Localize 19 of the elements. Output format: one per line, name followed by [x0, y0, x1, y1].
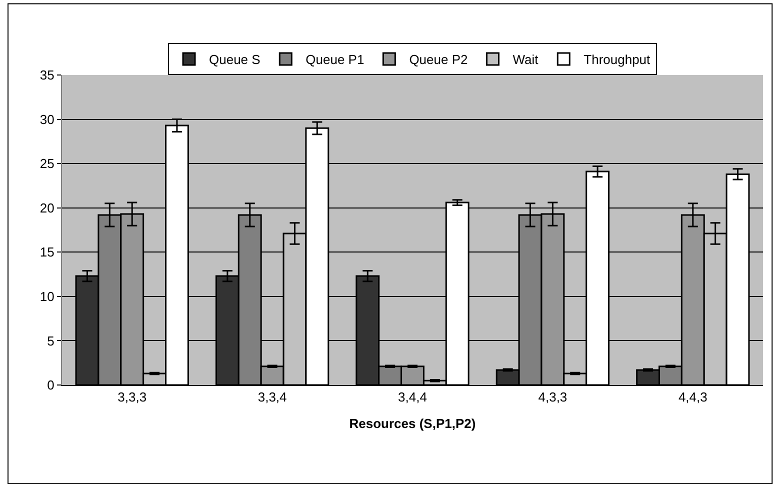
y-tick-label: 15	[40, 244, 54, 260]
y-tick-label: 0	[47, 378, 54, 393]
y-tick-label: 5	[47, 333, 54, 348]
y-tick-label: 35	[40, 68, 54, 83]
x-tick-label: 3,3,4	[258, 390, 287, 405]
x-tick-label: 3,4,4	[398, 390, 427, 405]
y-tick-label: 25	[40, 156, 54, 172]
x-tick-label: 3,3,3	[118, 390, 147, 405]
legend-label: Queue P2	[409, 52, 468, 68]
legend-label: Queue P1	[306, 52, 364, 68]
legend-label: Wait	[512, 52, 539, 68]
legend-label: Throughput	[584, 52, 651, 68]
y-tick-label: 20	[40, 200, 54, 216]
y-tick-label: 10	[40, 288, 54, 304]
x-tick-label: 4,4,3	[678, 390, 708, 405]
y-tick-label: 30	[40, 112, 54, 127]
x-axis-title: Resources (S,P1,P2)	[349, 416, 476, 432]
legend-label: Queue S	[209, 52, 261, 68]
x-tick-label: 4,3,3	[538, 390, 568, 405]
